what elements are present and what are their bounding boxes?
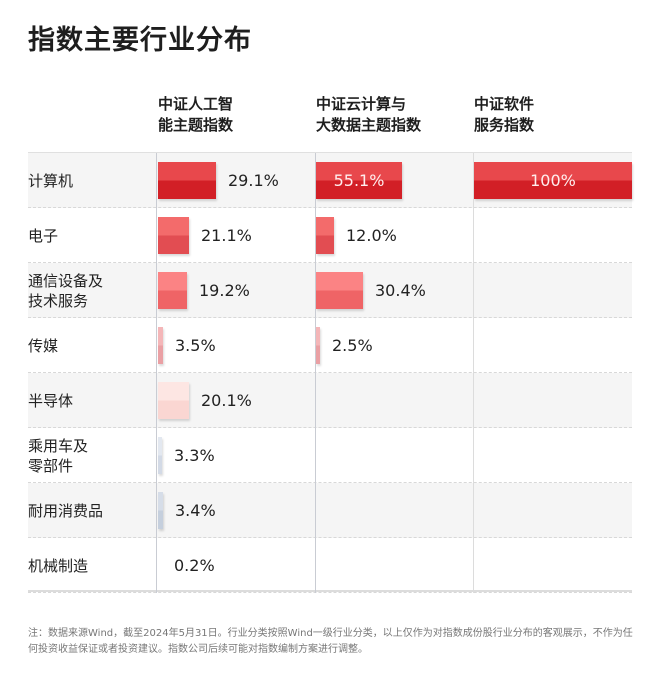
row-label: 半导体 (28, 391, 74, 410)
bar (158, 162, 216, 199)
bar (158, 437, 162, 474)
table-row: 传媒 3.5% 2.5% (28, 318, 632, 373)
table-row: 机械制造 0.2% (28, 538, 632, 593)
cell-ai: 20.1% (158, 373, 252, 428)
row-label: 传媒 (28, 336, 59, 355)
bar (158, 217, 189, 254)
column-header-ai-index: 中证人工智 能主题指数 (158, 95, 234, 134)
table-row: 耐用消费品 3.4% (28, 483, 632, 538)
cell-ai: 19.2% (158, 263, 250, 318)
cell-ai: 0.2% (158, 538, 215, 593)
cell-cloud: 12.0% (316, 208, 397, 263)
table-row: 通信设备及 技术服务 19.2% 30.4% (28, 263, 632, 318)
table-row: 电子 21.1% 12.0% (28, 208, 632, 263)
cell-software: 100% (474, 153, 632, 208)
value-label: 55.1% (333, 171, 385, 190)
value-label: 19.2% (199, 281, 250, 300)
row-label: 耐用消费品 (28, 501, 104, 520)
row-label: 通信设备及 技术服务 (28, 271, 104, 310)
column-divider (473, 153, 474, 593)
cell-ai: 21.1% (158, 208, 252, 263)
value-label: 3.5% (175, 336, 216, 355)
value-label: 3.3% (174, 446, 215, 465)
value-label: 12.0% (346, 226, 397, 245)
value-label: 29.1% (228, 171, 279, 190)
value-label: 2.5% (332, 336, 373, 355)
row-label: 计算机 (28, 171, 74, 190)
value-label: 30.4% (375, 281, 426, 300)
bar (158, 272, 187, 309)
column-header-software-index: 中证软件 服务指数 (474, 95, 535, 134)
cell-cloud: 2.5% (316, 318, 373, 373)
bar: 55.1% (316, 162, 402, 199)
bar (158, 382, 189, 419)
table-row: 计算机 29.1% 55.1% 100% (28, 153, 632, 208)
cell-ai: 29.1% (158, 153, 279, 208)
value-label: 21.1% (201, 226, 252, 245)
bar (158, 327, 163, 364)
cell-cloud: 30.4% (316, 263, 426, 318)
value-label: 0.2% (174, 556, 215, 575)
bar (158, 492, 163, 529)
column-divider (156, 153, 157, 593)
value-label: 20.1% (201, 391, 252, 410)
table-row: 乘用车及 零部件 3.3% (28, 428, 632, 483)
row-label: 电子 (28, 226, 59, 245)
bar (316, 272, 363, 309)
cell-ai: 3.3% (158, 428, 215, 483)
bar (316, 217, 334, 254)
value-label: 3.4% (175, 501, 216, 520)
cell-cloud: 55.1% (316, 153, 402, 208)
value-label: 100% (530, 171, 576, 190)
bar: 100% (474, 162, 632, 199)
footnote: 注：数据来源Wind，截至2024年5月31日。行业分类按照Wind一级行业分类… (28, 628, 633, 655)
industry-distribution-table: 计算机 29.1% 55.1% 100% 电子 21.1% 12.0% 通信设 (28, 152, 632, 593)
column-divider (315, 153, 316, 593)
bar (316, 327, 320, 364)
cell-ai: 3.4% (158, 483, 216, 538)
cell-ai: 3.5% (158, 318, 216, 373)
row-label: 机械制造 (28, 556, 89, 575)
table-row: 半导体 20.1% (28, 373, 632, 428)
row-label: 乘用车及 零部件 (28, 436, 89, 475)
column-header-cloud-bigdata-index: 中证云计算与 大数据主题指数 (316, 95, 422, 134)
page-title: 指数主要行业分布 (28, 25, 252, 56)
